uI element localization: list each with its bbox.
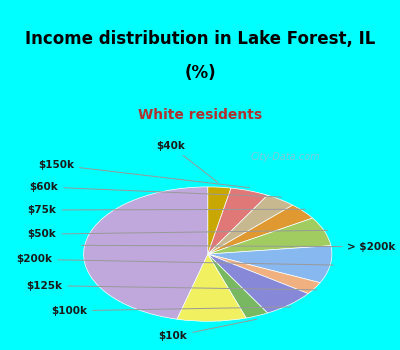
Wedge shape	[208, 254, 308, 313]
Text: > $200k: > $200k	[82, 242, 396, 252]
Wedge shape	[177, 254, 246, 321]
Text: $150k: $150k	[38, 160, 249, 188]
Wedge shape	[208, 188, 268, 254]
Text: $10k: $10k	[158, 319, 257, 341]
Text: $100k: $100k	[52, 306, 291, 316]
Text: City-Data.com: City-Data.com	[250, 153, 320, 162]
Text: $60k: $60k	[30, 182, 281, 197]
Wedge shape	[208, 218, 331, 254]
Wedge shape	[84, 187, 208, 319]
Wedge shape	[208, 195, 293, 254]
Text: White residents: White residents	[138, 108, 262, 122]
Wedge shape	[208, 254, 268, 318]
Wedge shape	[208, 187, 231, 254]
Text: $75k: $75k	[28, 205, 305, 215]
Wedge shape	[208, 205, 312, 254]
Text: Income distribution in Lake Forest, IL: Income distribution in Lake Forest, IL	[25, 30, 375, 48]
Text: $125k: $125k	[26, 281, 317, 290]
Text: $40k: $40k	[156, 141, 218, 182]
Text: (%): (%)	[184, 64, 216, 82]
Wedge shape	[208, 246, 332, 283]
Wedge shape	[208, 254, 320, 294]
Text: $200k: $200k	[16, 254, 333, 265]
Text: $50k: $50k	[28, 229, 327, 239]
